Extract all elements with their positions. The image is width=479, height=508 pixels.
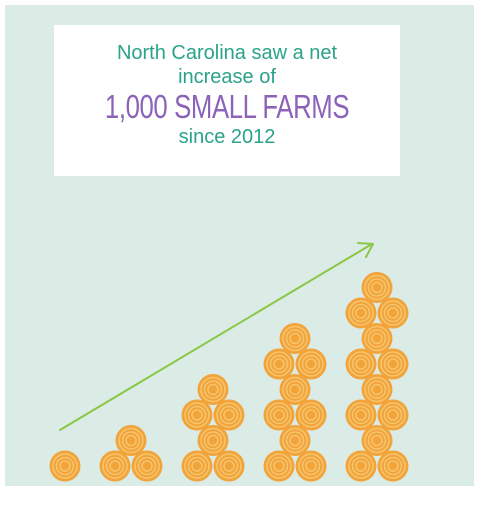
growth-arrow-icon: [59, 242, 374, 431]
hay-bale-icon: [377, 399, 409, 431]
hay-bale-icon: [115, 425, 147, 456]
hay-bale-icon: [263, 348, 295, 380]
headline-box: North Carolina saw a net increase of 1,0…: [54, 25, 400, 176]
hay-bale-icon: [295, 348, 327, 380]
hay-bale-icon: [345, 348, 377, 380]
hay-bale-icon: [49, 450, 81, 482]
headline-line-2: increase of: [178, 66, 276, 88]
hay-bale-icon: [279, 323, 311, 354]
hay-bale-icon: [279, 425, 311, 456]
hay-bale-icon: [197, 374, 229, 405]
hay-bale-icon: [99, 450, 131, 482]
headline-line-1: North Carolina saw a net: [116, 42, 338, 64]
hay-bale-icon: [377, 348, 409, 380]
hay-bale-icon: [361, 323, 393, 354]
hay-bale-icon: [197, 425, 229, 456]
hay-bale-icon: [131, 450, 163, 482]
hay-bale-icon: [213, 399, 245, 431]
hay-bale-icon: [361, 425, 393, 456]
hay-bale-icon: [181, 450, 213, 482]
hay-bale-icon: [361, 374, 393, 405]
hay-bale-icon: [263, 450, 295, 482]
hay-bale-stacks: [49, 272, 409, 482]
hay-bale-icon: [345, 399, 377, 431]
hay-bale-icon: [345, 450, 377, 482]
hay-bale-icon: [361, 272, 393, 303]
hay-bale-icon: [295, 450, 327, 482]
hay-bale-icon: [377, 297, 409, 329]
hay-bale-icon: [213, 450, 245, 482]
hay-bale-icon: [295, 399, 327, 431]
hay-bale-icon: [377, 450, 409, 482]
headline-line-3: since 2012: [178, 126, 276, 148]
hay-bale-icon: [345, 297, 377, 329]
hay-bale-icon: [181, 399, 213, 431]
headline-highlight: 1,000 SMALL FARMS: [104, 88, 350, 125]
hay-bale-icon: [263, 399, 295, 431]
hay-bale-icon: [279, 374, 311, 405]
